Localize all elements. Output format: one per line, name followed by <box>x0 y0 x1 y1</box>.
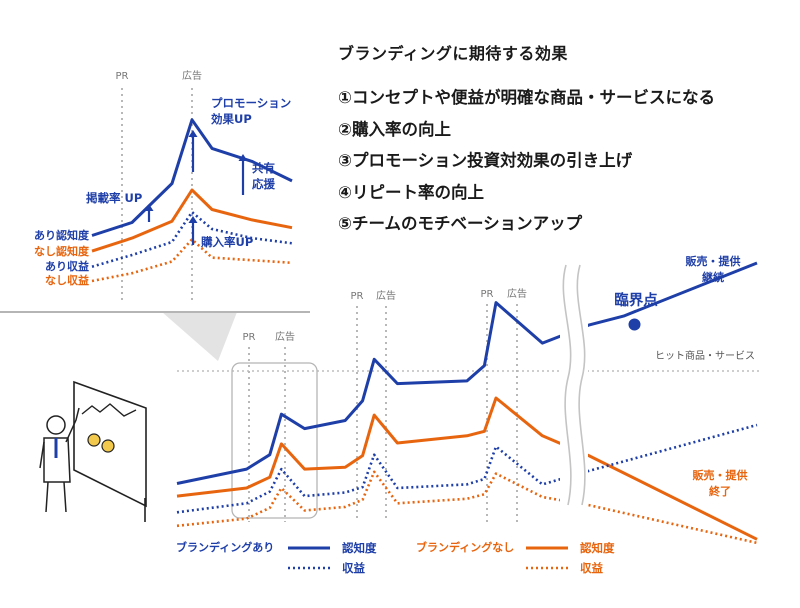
marker-label: PR <box>481 289 494 300</box>
end-label-continue: 継続 <box>702 270 724 284</box>
effect-item: ②購入率の向上 <box>338 119 451 139</box>
effect-item: ⑤チームのモチベーションアップ <box>338 214 583 233</box>
legend-with-awareness-label: 認知度 <box>342 541 377 555</box>
marker-label: 広告 <box>376 289 396 302</box>
series-line <box>176 261 758 485</box>
up-arrow-head <box>188 216 198 223</box>
marker-label: 広告 <box>507 287 527 300</box>
time-break-line <box>562 264 572 506</box>
board-chart-icon <box>81 403 137 417</box>
zoom-series-line <box>91 238 293 283</box>
legend-without-branding: ブランディングなし <box>416 540 514 554</box>
up-arrow-head <box>238 154 248 161</box>
person-head-icon <box>46 415 66 435</box>
effect-item: ③プロモーション投資対効果の引き上げ <box>338 151 633 170</box>
threshold-label: ヒット商品・サービス <box>655 349 755 362</box>
critical-point-label: 臨界点 <box>614 291 658 309</box>
legend-with-branding: ブランディングあり <box>176 540 274 554</box>
series-line <box>176 396 758 541</box>
board-pie-icon <box>87 433 101 447</box>
annotation-kyoyu: 共有 <box>252 161 275 175</box>
zoom-connector <box>162 312 237 361</box>
legend-without-awareness-label: 認知度 <box>580 541 615 555</box>
effect-item: ④リピート率の向上 <box>338 182 484 202</box>
zoom-series-line <box>91 118 293 237</box>
time-break-line <box>576 264 586 506</box>
up-arrow-head <box>144 204 154 211</box>
effects-list: ブランディングに期待する効果 ①コンセプトや便益が明確な商品・サービスになる ②… <box>338 40 715 242</box>
end-label-continue: 販売・提供 <box>686 254 741 268</box>
effects-heading: ブランディングに期待する効果 <box>338 44 568 63</box>
annotation-promo: 効果UP <box>211 112 252 126</box>
zoom-frame <box>231 362 318 519</box>
person-arm-icon <box>65 407 80 443</box>
zoom-series-label: あり収益 <box>45 259 89 273</box>
person-legs-icon <box>45 481 67 513</box>
effect-item: ①コンセプトや便益が明確な商品・サービスになる <box>338 88 715 107</box>
marker-label: PR <box>243 332 256 343</box>
presenter-figure <box>39 380 147 522</box>
annotation-kyoyu: 応援 <box>252 177 275 191</box>
zoom-series-label: なし認知度 <box>34 244 90 258</box>
annotation-konyu: 購入率UP <box>200 235 253 249</box>
zoom-series-line <box>91 188 293 253</box>
marker-label: 広告 <box>275 330 295 343</box>
person-body-icon <box>43 437 71 483</box>
series-line <box>176 423 758 514</box>
series-line <box>176 470 758 545</box>
zoom-series-line <box>91 210 293 268</box>
critical-point-dot <box>628 318 641 331</box>
end-label-end: 販売・提供 <box>693 468 748 482</box>
annotation-promo: プロモーション <box>211 96 291 110</box>
person-arm-icon <box>39 441 45 469</box>
annotation-keisai: 掲載率 UP <box>86 191 142 205</box>
marker-label: 広告 <box>182 69 202 82</box>
legend-with-revenue-label: 収益 <box>342 561 365 575</box>
up-arrow-head <box>188 130 198 137</box>
marker-label: PR <box>351 291 364 302</box>
end-label-end: 終了 <box>709 484 731 498</box>
legend-without-revenue-label: 収益 <box>580 561 603 575</box>
board-pie-icon <box>101 439 115 453</box>
zoom-series-label: あり認知度 <box>34 228 90 242</box>
zoom-series-label: なし収益 <box>45 273 89 287</box>
marker-label: PR <box>116 71 129 82</box>
